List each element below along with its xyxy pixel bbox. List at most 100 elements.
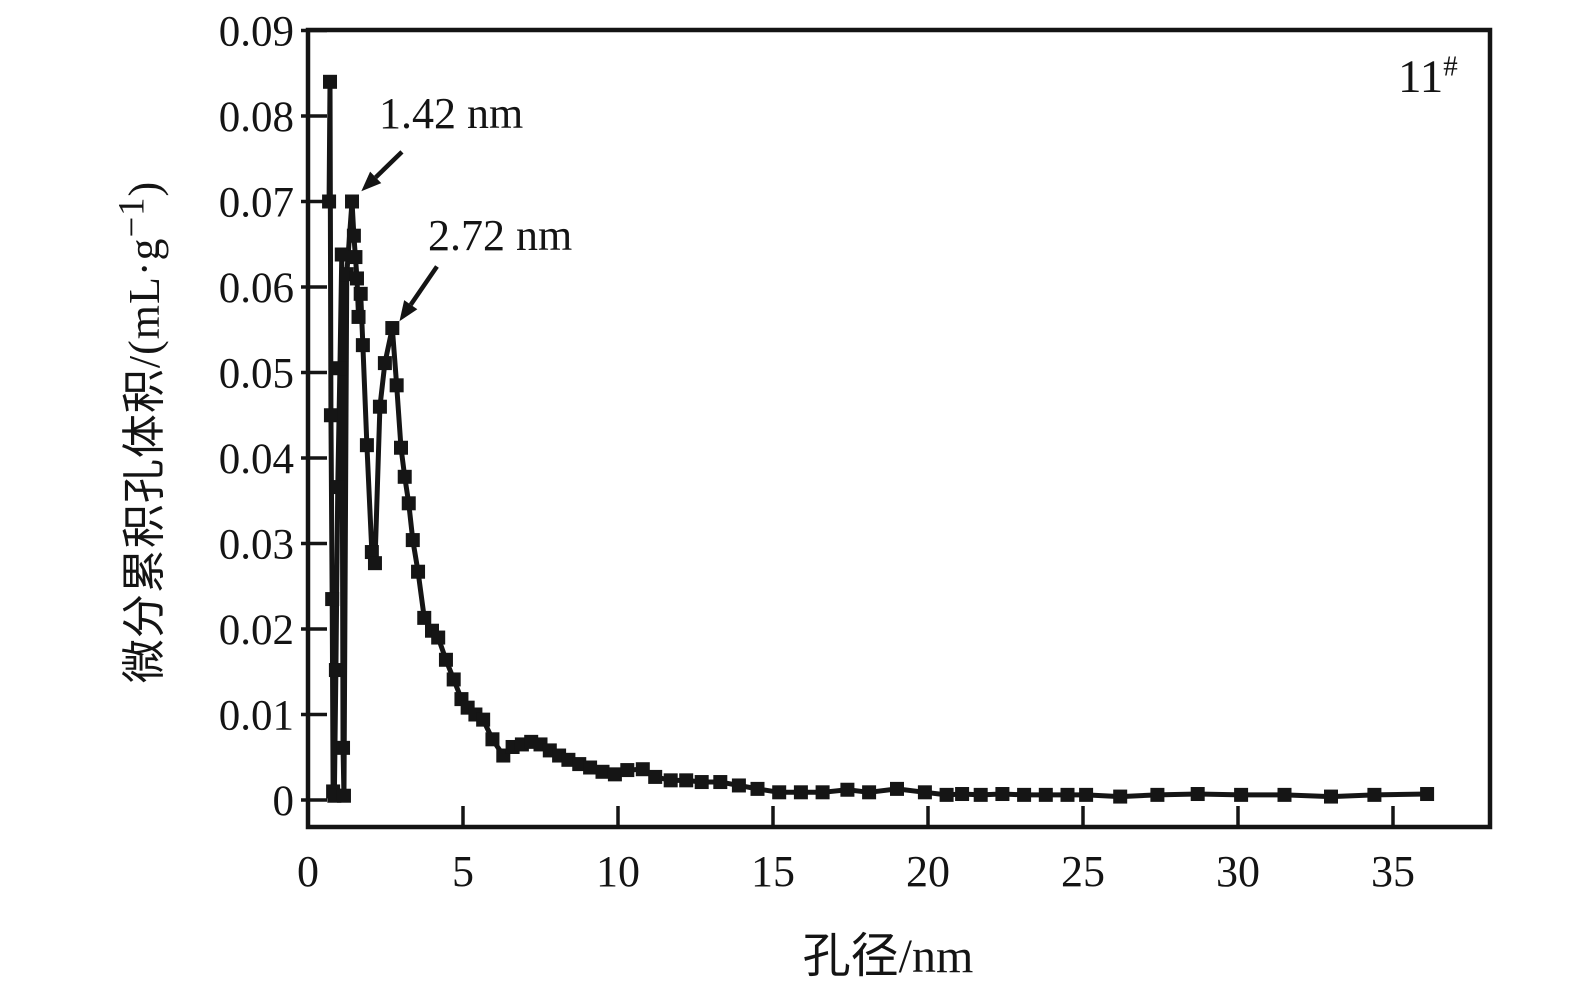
data-series-line [326,79,1428,800]
sample-id-number: 11 [1398,51,1444,103]
data-point-marker [694,775,709,790]
y-axis-tick-label: 0.03 [219,522,294,569]
data-point-marker [635,762,650,777]
data-point-marker [595,764,610,779]
data-point-marker [330,480,345,495]
data-point-marker [328,663,343,678]
data-point-marker [1060,787,1075,802]
annotation-arrowhead-1 [361,171,382,192]
y-axis-tick-label: 0 [273,778,295,825]
peak-annotation-1-42nm: 1.42 nm [379,89,524,138]
data-point-marker [1420,787,1435,802]
data-point-marker [1277,787,1292,802]
data-point-marker [385,321,400,336]
data-point-marker [815,785,830,800]
data-point-marker [351,309,366,324]
data-point-marker [397,469,412,484]
data-point-marker [377,356,392,371]
data-point-marker [793,785,808,800]
data-point-marker [345,194,360,209]
data-point-marker [939,787,954,802]
data-point-marker [1150,787,1165,802]
x-axis-tick-label: 30 [1216,847,1260,896]
y-axis-tick-label: 0.04 [219,436,294,483]
y-axis-tick-label: 0.07 [219,180,294,227]
data-point-marker [840,782,855,797]
data-point-marker [336,788,351,803]
data-point-marker [663,773,678,788]
data-point-marker [336,740,351,755]
data-point-marker [367,556,382,571]
plot-frame [305,27,1493,830]
data-point-marker [323,408,338,423]
data-point-marker [332,361,347,376]
y-axis-tick-label: 0.09 [219,9,294,56]
data-point-marker [1038,787,1053,802]
data-point-marker [1113,789,1128,804]
data-point-marker [405,533,420,548]
data-point-marker [1234,787,1249,802]
data-point-marker [389,378,404,393]
data-point-marker [620,763,635,778]
data-point-marker [1324,789,1338,804]
data-point-marker [438,652,453,667]
data-point-marker [583,760,598,775]
data-point-marker [1079,787,1094,802]
data-point-marker [348,250,363,265]
data-point-marker [431,630,446,645]
data-point-marker [995,787,1010,802]
y-axis-tick-label: 0.06 [219,265,294,312]
data-point-marker [411,564,426,579]
data-point-marker [917,785,932,800]
y-axis-tick-label: 0.08 [219,94,294,141]
y-axis-label-unit-open: /(mL·g [120,237,169,369]
data-point-marker [355,338,370,353]
data-point-marker [476,712,491,727]
x-axis-tick-label: 0 [297,847,319,896]
data-point-marker [322,194,337,209]
x-axis-label: 孔径/nm [802,930,974,983]
x-axis-tick-label: 20 [906,847,950,896]
data-point-marker [561,752,576,767]
data-point-marker [973,787,988,802]
data-point-marker [334,247,349,262]
data-point-marker [364,545,379,560]
peak-annotation-2-72nm: 2.72 nm [428,211,573,260]
data-point-marker [713,775,728,790]
y-axis-tick-label: 0.02 [219,607,294,654]
annotation-arrow-line-2 [408,265,439,306]
y-axis-label-unit-exponent: −1 [110,196,152,238]
data-point-marker [890,781,904,796]
data-point-marker [679,773,694,788]
annotation-arrow-line-1 [374,150,404,179]
x-axis-tick-label: 35 [1371,847,1415,896]
data-point-marker [485,732,500,747]
data-point-marker [359,438,374,453]
data-point-marker [1367,787,1382,802]
sample-id-label: 11# [1398,50,1458,104]
data-point-marker [862,785,877,800]
data-point-marker [607,767,622,782]
data-point-marker [401,496,416,511]
data-point-marker [772,785,787,800]
data-point-marker [446,672,461,687]
data-point-marker [731,778,746,793]
y-axis-tick-label: 0.05 [219,351,294,398]
data-point-marker [394,440,408,455]
x-axis-tick-label: 15 [751,847,795,896]
data-point-marker [323,74,338,89]
data-point-marker [325,592,340,607]
y-axis-label-unit-close: ) [120,180,169,197]
y-axis-tick-label: 0.01 [219,693,294,740]
annotation-arrowhead-2 [399,300,418,322]
y-axis-label: 微分累积孔体积/(mL·g−1) [108,181,172,683]
x-axis-tick-label: 10 [596,847,640,896]
data-point-marker [955,787,970,802]
data-point-marker [1190,787,1205,802]
sample-id-hash: # [1443,50,1458,83]
data-point-marker [1017,787,1032,802]
data-point-marker [346,228,361,243]
x-axis-tick-label: 25 [1061,847,1105,896]
